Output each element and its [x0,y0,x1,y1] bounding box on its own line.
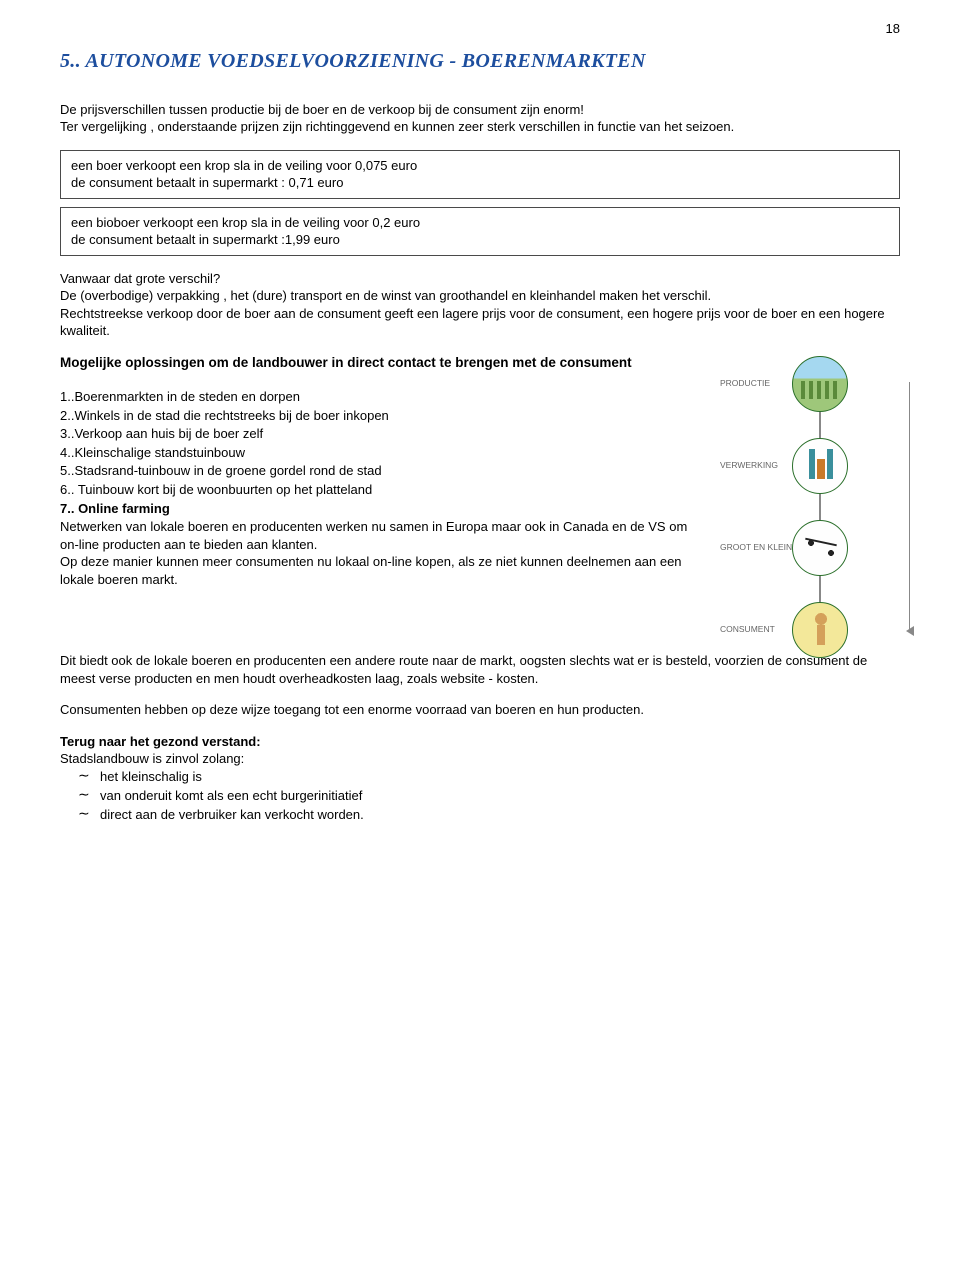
page-title: 5.. AUTONOME VOEDSELVOORZIENING - BOEREN… [60,48,900,75]
diagram-row-productie: PRODUCTIE [720,356,900,412]
diagram-row-consument: CONSUMENT [720,602,900,658]
price-box-2: een bioboer verkoopt een krop sla in de … [60,207,900,256]
back-to-sense-block: Terug naar het gezond verstand: Stadslan… [60,733,900,825]
diagram-label-groothandel: GROOT EN KLEINHANDEL [720,543,784,552]
diagram-circle-verwerking-icon [792,438,848,494]
back-item-2: ∼ van onderuit komt als een echt burgeri… [78,787,900,806]
question: Vanwaar dat grote verschil? [60,271,220,286]
diagram-connector [819,576,821,602]
solutions-list: 1..Boerenmarkten in de steden en dorpen … [60,388,708,588]
diagram-connector [819,412,821,438]
tilde-marker-icon: ∼ [78,768,100,787]
back-item-2-text: van onderuit komt als een echt burgerini… [100,787,362,805]
box1-line1: een boer verkoopt een krop sla in de vei… [71,157,889,175]
explanation-block: Vanwaar dat grote verschil? De (overbodi… [60,270,900,340]
solutions-heading: Mogelijke oplossingen om de landbouwer i… [60,354,708,372]
diagram-row-verwerking: VERWERKING [720,438,900,494]
diagram-label-productie: PRODUCTIE [720,378,784,389]
diagram-connector [819,494,821,520]
intro-line-1: De prijsverschillen tussen productie bij… [60,102,584,117]
answer-2: Rechtstreekse verkoop door de boer aan d… [60,306,885,339]
intro-line-2: Ter vergelijking , onderstaande prijzen … [60,119,734,134]
sol-7-p2: Op deze manier kunnen meer consumenten n… [60,553,708,588]
diagram-side-line [909,382,910,632]
supply-chain-diagram: PRODUCTIE VERWERKING GROOT EN KLEINHANDE… [720,354,900,658]
back-item-3-text: direct aan de verbruiker kan verkocht wo… [100,806,364,824]
diagram-circle-productie-icon [792,356,848,412]
box1-line2: de consument betaalt in supermarkt : 0,7… [71,174,889,192]
back-intro: Stadslandbouw is zinvol zolang: [60,750,900,768]
answer-1: De (overbodige) verpakking , het (dure) … [60,288,711,303]
price-box-1: een boer verkoopt een krop sla in de vei… [60,150,900,199]
diagram-side-arrow-icon [906,626,914,636]
diagram-circle-groothandel-icon [792,520,848,576]
page-number: 18 [60,20,900,38]
box2-line2: de consument betaalt in supermarkt :1,99… [71,231,889,249]
box2-line1: een bioboer verkoopt een krop sla in de … [71,214,889,232]
tilde-marker-icon: ∼ [78,806,100,825]
sol-7-label: 7.. Online farming [60,500,708,518]
back-heading: Terug naar het gezond verstand: [60,733,900,751]
sol-1: 1..Boerenmarkten in de steden en dorpen [60,388,708,406]
sol-3: 3..Verkoop aan huis bij de boer zelf [60,425,708,443]
back-item-3: ∼ direct aan de verbruiker kan verkocht … [78,806,900,825]
tilde-marker-icon: ∼ [78,787,100,806]
diagram-circle-consument-icon [792,602,848,658]
sol-5: 5..Stadsrand-tuinbouw in de groene gorde… [60,462,708,480]
consumer-paragraph: Consumenten hebben op deze wijze toegang… [60,701,900,719]
back-list: ∼ het kleinschalig is ∼ van onderuit kom… [60,768,900,825]
diagram-label-verwerking: VERWERKING [720,460,784,471]
back-item-1: ∼ het kleinschalig is [78,768,900,787]
sol-6: 6.. Tuinbouw kort bij de woonbuurten op … [60,481,708,499]
sol-2: 2..Winkels in de stad die rechtstreeks b… [60,407,708,425]
sol-7-p1: Netwerken van lokale boeren en producent… [60,518,708,553]
diagram-row-groothandel: GROOT EN KLEINHANDEL [720,520,900,576]
sol-4: 4..Kleinschalige standstuinbouw [60,444,708,462]
intro-paragraph: De prijsverschillen tussen productie bij… [60,101,900,136]
back-item-1-text: het kleinschalig is [100,768,202,786]
diagram-label-consument: CONSUMENT [720,624,784,635]
